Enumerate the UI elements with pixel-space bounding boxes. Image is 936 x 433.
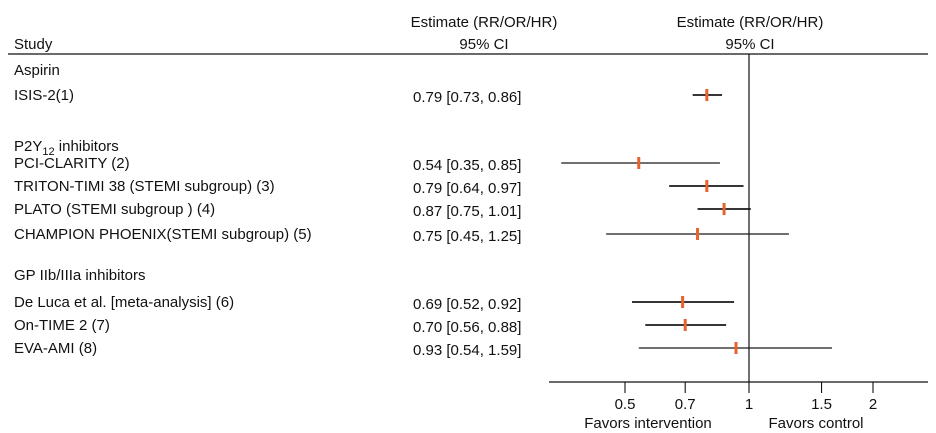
study-name: EVA-AMI (8) [14,340,97,357]
study-name: PLATO (STEMI subgroup ) (4) [14,201,215,218]
study-name: TRITON-TIMI 38 (STEMI subgroup) (3) [14,178,275,195]
point-estimate-marker [722,203,726,215]
study-column-header: Study [14,36,53,53]
study-name: De Luca et al. [meta-analysis] (6) [14,294,234,311]
group-label: GP IIb/IIIa inhibitors [14,267,145,284]
group-label-subscript: 12 [42,146,54,158]
study-name: On-TIME 2 (7) [14,317,110,334]
x-tick-label: 0.5 [615,396,636,413]
estimate-ci-text: 0.70 [0.56, 0.88] [413,319,521,336]
estimate-ci-text: 0.69 [0.52, 0.92] [413,296,521,313]
plot-column-header-line2: 95% CI [725,36,774,53]
estimate-column-header-line1: Estimate (RR/OR/HR) [411,14,558,31]
point-estimate-marker [705,89,709,101]
estimate-ci-text: 0.93 [0.54, 1.59] [413,342,521,359]
estimate-ci-text: 0.79 [0.73, 0.86] [413,89,521,106]
plot-column-header-line1: Estimate (RR/OR/HR) [677,14,824,31]
x-tick-label: 1.5 [811,396,832,413]
estimate-ci-text: 0.87 [0.75, 1.01] [413,203,521,220]
study-rows: Aspirin ISIS-2(1) 0.79 [0.73, 0.86] P2Y12 i… [14,54,832,382]
study-name: PCI-CLARITY (2) [14,155,130,172]
estimate-ci-text: 0.75 [0.45, 1.25] [413,228,521,245]
group-label-suffix: inhibitors [55,138,119,155]
favors-intervention-label: Favors intervention [584,415,712,432]
x-axis: 0.5 0.7 1 1.5 2 Favors intervention Favors con… [549,381,928,432]
point-estimate-marker [734,342,738,354]
estimate-column-header-line2: 95% CI [459,36,508,53]
study-name: CHAMPION PHOENIX(STEMI subgroup) (5) [14,226,312,243]
favors-control-label: Favors control [768,415,863,432]
x-tick-label: 1 [745,396,753,413]
point-estimate-marker [705,180,709,192]
point-estimate-marker [637,157,641,169]
x-tick-label: 2 [869,396,877,413]
point-estimate-marker [683,319,687,331]
estimate-ci-text: 0.79 [0.64, 0.97] [413,180,521,197]
x-tick-label: 0.7 [675,396,696,413]
point-estimate-marker [681,296,685,308]
estimate-ci-text: 0.54 [0.35, 0.85] [413,157,521,174]
point-estimate-marker [696,228,700,240]
study-name: ISIS-2(1) [14,87,74,104]
group-label: P2Y12 inhibitors [14,138,119,158]
group-label: Aspirin [14,62,60,79]
